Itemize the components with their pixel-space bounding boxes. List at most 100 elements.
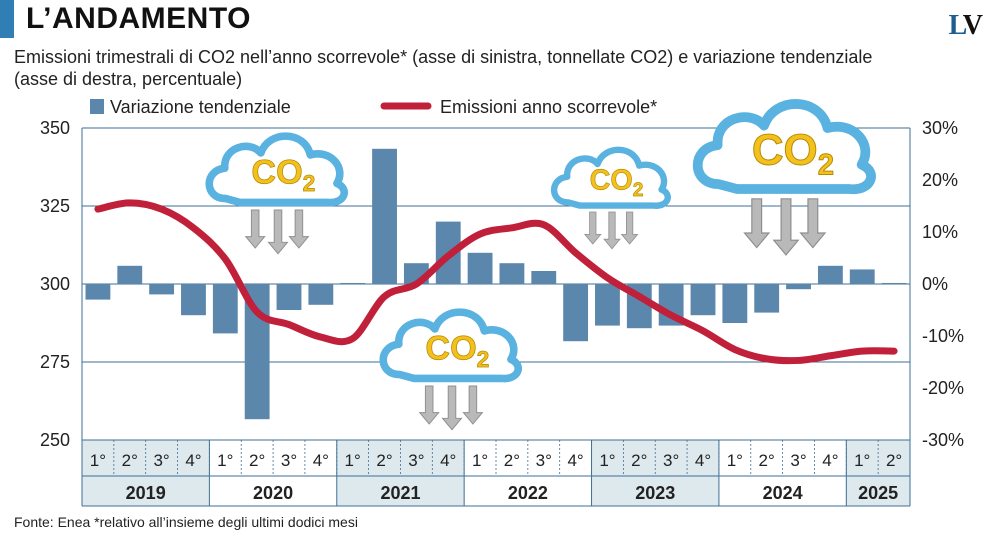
down-arrow-icon	[799, 198, 827, 249]
co2-cloud-icon: CO2	[692, 99, 876, 256]
legend-bar-label: Variazione tendenziale	[110, 97, 291, 117]
quarter-label: 3°	[153, 451, 169, 470]
quarter-label: 1°	[345, 451, 361, 470]
quarter-label: 2°	[759, 451, 775, 470]
variation-bar	[786, 284, 811, 290]
variation-bar	[499, 263, 525, 284]
right-axis-tick-label: -10%	[922, 326, 964, 346]
down-arrow-icon	[288, 209, 310, 249]
co2-label: CO2	[752, 126, 834, 182]
quarter-label: 2°	[504, 451, 520, 470]
quarter-label: 4°	[440, 451, 456, 470]
variation-bar	[563, 284, 589, 342]
right-axis-tick-label: 30%	[922, 118, 958, 138]
variation-bar	[690, 284, 716, 316]
year-label: 2022	[508, 483, 548, 503]
down-arrow-icon	[267, 209, 289, 255]
quarter-label: 4°	[822, 451, 838, 470]
left-axis-tick-label: 325	[40, 196, 70, 216]
quarter-label: 3°	[536, 451, 552, 470]
quarter-label: 2°	[376, 451, 392, 470]
down-arrow-icon	[620, 211, 639, 245]
co2-label-main: CO	[752, 126, 818, 175]
variation-bar	[595, 284, 620, 326]
variation-bar	[372, 148, 397, 284]
year-label: 2019	[126, 483, 166, 503]
down-arrow-icon	[772, 198, 800, 256]
variation-bar	[881, 282, 907, 284]
quarter-label: 2°	[249, 451, 265, 470]
source-note: Fonte: Enea *relativo all’insieme degli …	[14, 514, 358, 530]
quarter-label: 4°	[567, 451, 583, 470]
year-label: 2021	[380, 483, 420, 503]
co2-label-main: CO	[590, 165, 633, 197]
year-label: 2025	[858, 483, 898, 503]
variation-bar	[308, 284, 334, 305]
quarter-label: 4°	[313, 451, 329, 470]
publisher-logo: LV	[948, 10, 983, 42]
down-arrow-icon	[441, 385, 463, 431]
co2-cloud-icon: CO2	[205, 132, 348, 255]
co2-label: CO2	[590, 165, 644, 201]
down-arrow-icon	[418, 385, 440, 425]
co2-label-main: CO	[425, 329, 476, 367]
quarter-label: 1°	[90, 451, 106, 470]
left-axis-tick-label: 250	[40, 430, 70, 450]
quarter-label: 1°	[854, 451, 870, 470]
quarter-label: 4°	[695, 451, 711, 470]
co2-label-subscript: 2	[303, 170, 316, 196]
variation-bar	[117, 265, 143, 284]
quarter-label: 1°	[599, 451, 615, 470]
quarter-label: 1°	[472, 451, 488, 470]
cloud-outline	[692, 99, 876, 194]
year-label: 2020	[253, 483, 293, 503]
logo-letter-v: V	[962, 10, 983, 41]
right-axis-tick-label: 20%	[922, 170, 958, 190]
cloud-outline	[205, 132, 348, 207]
variation-bar	[467, 252, 493, 284]
right-axis-tick-label: -20%	[922, 378, 964, 398]
legend-bar-swatch	[90, 99, 104, 114]
quarter-label: 2°	[886, 451, 902, 470]
variation-bar	[340, 282, 366, 284]
quarter-label: 3°	[790, 451, 806, 470]
quarter-label: 4°	[185, 451, 201, 470]
variation-bar	[849, 269, 875, 284]
down-arrow-icon	[462, 385, 484, 425]
logo-letter-l: L	[948, 10, 965, 41]
cloud-outline	[550, 146, 671, 209]
year-label: 2023	[635, 483, 675, 503]
left-axis-tick-label: 300	[40, 274, 70, 294]
left-axis-tick-label: 275	[40, 352, 70, 372]
down-arrow-icon	[583, 211, 602, 245]
right-axis-tick-label: 0%	[922, 274, 948, 294]
quarter-label: 1°	[217, 451, 233, 470]
right-axis-tick-label: 10%	[922, 222, 958, 242]
down-arrow-icon	[244, 209, 266, 249]
variation-bar	[212, 284, 238, 334]
quarter-label: 2°	[631, 451, 647, 470]
quarter-label: 2°	[122, 451, 138, 470]
co2-label-subscript: 2	[477, 346, 490, 372]
variation-bar	[722, 284, 748, 323]
chart-subtitle: Emissioni trimestrali di CO2 nell’anno s…	[14, 47, 873, 89]
down-arrow-icon	[743, 198, 771, 249]
quarter-label: 3°	[408, 451, 424, 470]
cloud-outline	[379, 308, 522, 383]
title-accent-block	[0, 0, 14, 38]
co2-label-subscript: 2	[818, 148, 834, 181]
quarter-label: 3°	[281, 451, 297, 470]
co2-cloud-icon: CO2	[550, 146, 671, 250]
variation-bar	[754, 284, 780, 313]
co2-label-main: CO	[251, 153, 302, 191]
page-title: L’ANDAMENTO	[26, 2, 251, 35]
co2-label: CO2	[251, 153, 315, 196]
variation-bar	[181, 284, 206, 316]
variation-bar	[276, 284, 302, 310]
variation-bar	[531, 271, 557, 284]
right-axis-tick-label: -30%	[922, 430, 964, 450]
year-label: 2024	[763, 483, 803, 503]
co2-label: CO2	[425, 329, 489, 372]
legend-line-label: Emissioni anno scorrevole*	[440, 97, 657, 117]
